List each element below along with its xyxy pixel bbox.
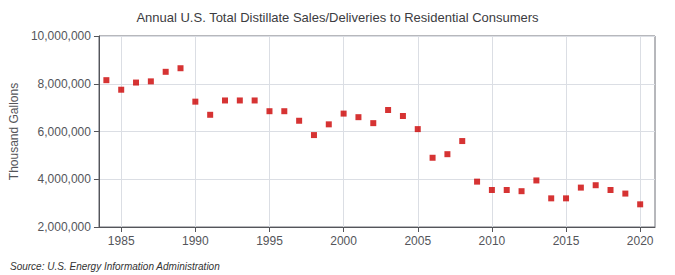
svg-text:1990: 1990: [182, 234, 209, 248]
svg-text:2010: 2010: [479, 234, 506, 248]
svg-text:2005: 2005: [404, 234, 431, 248]
svg-text:2,000,000: 2,000,000: [38, 220, 92, 234]
svg-text:8,000,000: 8,000,000: [38, 77, 92, 91]
svg-text:Thousand Gallons: Thousand Gallons: [7, 83, 21, 180]
svg-text:4,000,000: 4,000,000: [38, 172, 92, 186]
svg-text:2000: 2000: [330, 234, 357, 248]
svg-text:1995: 1995: [256, 234, 283, 248]
svg-text:Annual U.S. Total Distillate S: Annual U.S. Total Distillate Sales/Deliv…: [136, 10, 539, 25]
svg-text:6,000,000: 6,000,000: [38, 125, 92, 139]
svg-text:1985: 1985: [108, 234, 135, 248]
svg-text:2020: 2020: [627, 234, 654, 248]
svg-text:2015: 2015: [553, 234, 580, 248]
svg-text:10,000,000: 10,000,000: [31, 29, 91, 43]
svg-text:Source: U.S. Energy Informatio: Source: U.S. Energy Information Administ…: [10, 261, 220, 272]
